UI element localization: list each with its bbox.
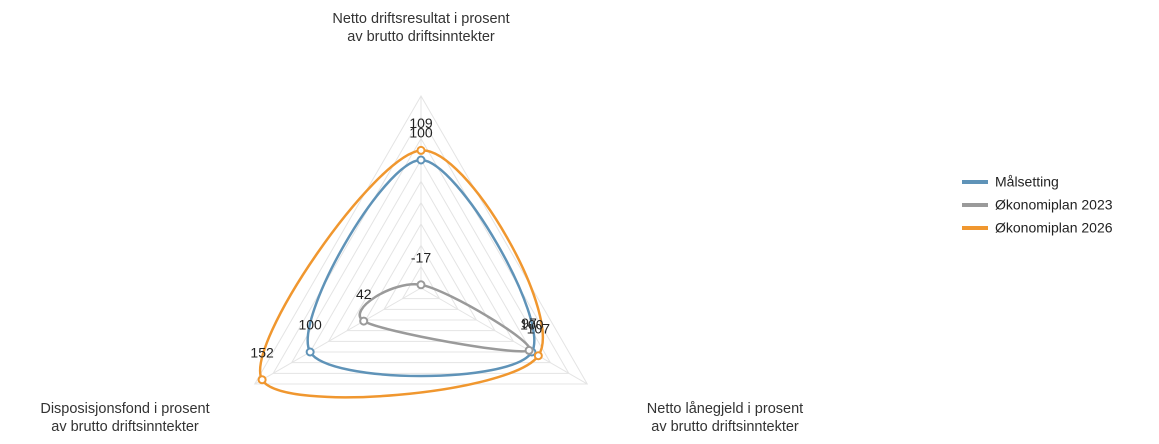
- data-label: 42: [356, 286, 372, 302]
- axis-label: Netto lånegjeld i prosent av brutto drif…: [646, 401, 804, 435]
- point: [524, 345, 534, 355]
- legend-label: Målsetting: [995, 174, 1059, 190]
- grid-ring: [346, 201, 496, 332]
- grid-ring: [364, 223, 478, 321]
- data-label: 109: [409, 115, 433, 131]
- data-label: 100: [520, 317, 544, 333]
- grid-ring: [272, 116, 570, 374]
- point: [533, 351, 543, 361]
- data-label: 100: [298, 317, 322, 333]
- point: [416, 155, 426, 165]
- data-label: 107: [527, 320, 551, 336]
- data-label: 97: [521, 315, 537, 331]
- grid-ring: [253, 94, 589, 385]
- grid-ring: [327, 180, 515, 342]
- series-line: [258, 149, 545, 399]
- axis-label: Netto driftsresultat i prosent av brutto…: [332, 11, 510, 45]
- legend-label: Økonomiplan 2026: [995, 220, 1113, 236]
- series-line: [358, 283, 531, 353]
- point: [257, 375, 267, 385]
- data-label: -17: [411, 250, 431, 266]
- legend-label: Økonomiplan 2023: [995, 197, 1113, 213]
- data-label: 100: [409, 125, 433, 141]
- grid-ring: [309, 159, 533, 353]
- spoke: [254, 287, 422, 385]
- point: [305, 347, 315, 357]
- grid-ring: [383, 244, 459, 310]
- grid-ring: [401, 265, 441, 300]
- data-label: 152: [250, 344, 274, 360]
- axis-label: Disposisjonsfond i prosent av brutto dri…: [40, 401, 210, 435]
- point: [416, 280, 426, 290]
- grid-ring: [290, 137, 552, 364]
- point: [359, 316, 369, 326]
- spoke: [420, 287, 588, 385]
- series-line: [306, 158, 536, 378]
- point: [416, 145, 426, 155]
